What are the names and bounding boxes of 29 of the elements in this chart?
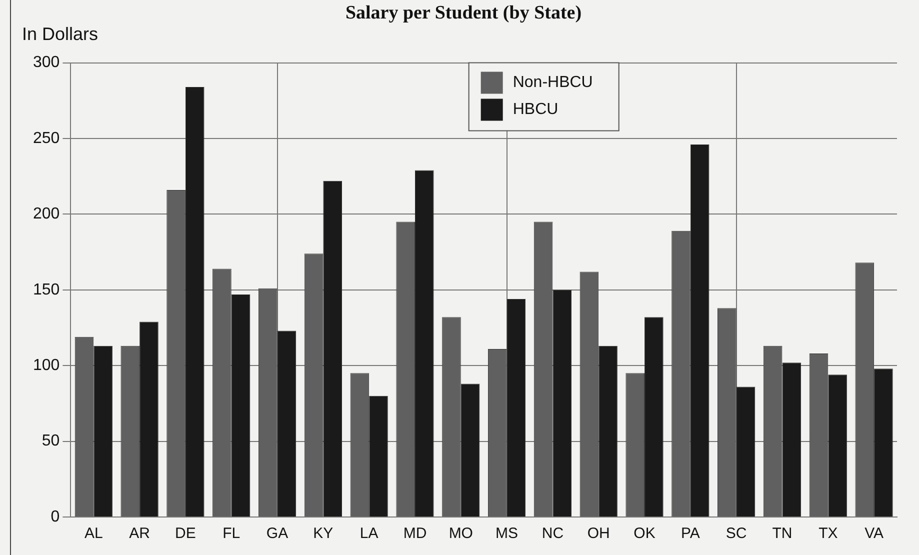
x-tick-label: FL — [222, 525, 240, 542]
legend-label: HBCU — [512, 101, 558, 118]
y-tick-label: 300 — [32, 54, 60, 72]
x-tick-label: MS — [496, 525, 518, 542]
y-tick-label: 0 — [50, 508, 60, 526]
chart-title: Salary per Student (by State) — [345, 2, 582, 24]
y-axis-title: In Dollars — [22, 24, 98, 44]
x-tick-label: PA — [680, 525, 700, 542]
x-tick-label: MO — [448, 525, 473, 542]
x-tick-label: GA — [266, 525, 288, 542]
y-tick-label: 250 — [32, 130, 60, 147]
x-tick-label: TX — [818, 525, 838, 542]
x-tick-label: DE — [175, 525, 196, 542]
legend-label: Non-HBCU — [512, 74, 593, 92]
x-tick-label: KY — [313, 525, 334, 542]
x-tick-label: NC — [542, 525, 564, 542]
x-tick-label: LA — [360, 525, 378, 542]
x-tick-label: SC — [726, 525, 747, 542]
x-tick-label: AR — [129, 525, 150, 542]
y-tick-label: 150 — [32, 281, 60, 298]
y-tick-label: 200 — [32, 206, 60, 223]
x-tick-label: AL — [84, 525, 103, 542]
y-tick-label: 100 — [32, 357, 60, 374]
y-tick-label: 50 — [42, 432, 60, 450]
x-tick-label: MD — [403, 525, 427, 542]
x-tick-label: OH — [587, 525, 610, 542]
x-tick-label: OK — [634, 525, 656, 542]
x-tick-label: TN — [772, 525, 792, 542]
x-tick-label: VA — [864, 525, 884, 542]
